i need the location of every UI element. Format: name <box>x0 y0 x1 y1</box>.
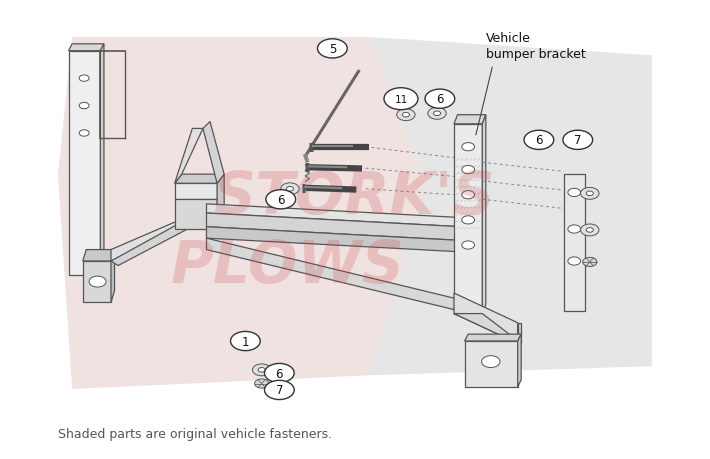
Polygon shape <box>111 209 214 266</box>
Circle shape <box>266 190 295 209</box>
Circle shape <box>568 225 581 234</box>
Polygon shape <box>482 116 486 314</box>
Circle shape <box>462 166 474 174</box>
Text: 6: 6 <box>277 193 285 207</box>
Polygon shape <box>207 204 461 227</box>
Circle shape <box>428 108 446 120</box>
Circle shape <box>80 76 89 82</box>
Polygon shape <box>454 116 486 124</box>
Circle shape <box>563 131 593 150</box>
Polygon shape <box>100 45 104 275</box>
Polygon shape <box>83 250 114 262</box>
Polygon shape <box>454 124 482 314</box>
Circle shape <box>524 131 554 150</box>
Circle shape <box>80 103 89 110</box>
Circle shape <box>581 224 599 236</box>
Text: 11: 11 <box>394 95 408 105</box>
Circle shape <box>462 143 474 151</box>
Circle shape <box>425 90 454 109</box>
Circle shape <box>586 228 594 233</box>
Circle shape <box>317 40 347 59</box>
Circle shape <box>581 188 599 200</box>
Text: 6: 6 <box>275 367 283 380</box>
Polygon shape <box>69 51 100 275</box>
Polygon shape <box>83 262 111 302</box>
Circle shape <box>255 379 268 388</box>
Circle shape <box>434 112 441 116</box>
Circle shape <box>462 241 474 250</box>
Circle shape <box>89 276 106 287</box>
Polygon shape <box>58 38 426 389</box>
Polygon shape <box>369 38 652 375</box>
Polygon shape <box>175 184 217 200</box>
Polygon shape <box>175 129 203 184</box>
Text: Vehicle
bumper bracket: Vehicle bumper bracket <box>486 32 586 61</box>
Polygon shape <box>111 209 207 262</box>
Polygon shape <box>454 293 518 343</box>
Polygon shape <box>454 314 521 343</box>
Polygon shape <box>518 335 521 387</box>
Text: 7: 7 <box>275 384 283 397</box>
Text: 6: 6 <box>535 134 542 147</box>
Polygon shape <box>203 122 224 184</box>
Text: PLOWS: PLOWS <box>171 238 405 294</box>
Circle shape <box>231 332 261 351</box>
Polygon shape <box>217 175 224 230</box>
Circle shape <box>397 110 415 121</box>
Polygon shape <box>207 227 461 252</box>
Text: 7: 7 <box>574 134 581 147</box>
Text: 1: 1 <box>241 335 249 348</box>
Polygon shape <box>111 250 114 302</box>
Polygon shape <box>69 45 104 51</box>
Circle shape <box>583 258 597 267</box>
Polygon shape <box>207 239 461 312</box>
Circle shape <box>280 184 299 195</box>
Circle shape <box>462 191 474 199</box>
Polygon shape <box>518 323 521 343</box>
Circle shape <box>286 187 293 192</box>
Polygon shape <box>464 335 521 341</box>
Circle shape <box>568 257 581 266</box>
Circle shape <box>265 364 294 383</box>
Circle shape <box>80 130 89 137</box>
Circle shape <box>253 364 271 376</box>
Polygon shape <box>175 175 224 184</box>
Polygon shape <box>175 200 217 230</box>
Polygon shape <box>207 213 461 241</box>
Circle shape <box>384 89 418 111</box>
Circle shape <box>481 356 500 368</box>
Circle shape <box>462 216 474 224</box>
Polygon shape <box>464 341 518 387</box>
Circle shape <box>586 192 594 196</box>
Circle shape <box>403 113 410 118</box>
Text: 5: 5 <box>329 43 336 56</box>
Circle shape <box>568 189 581 197</box>
Text: 6: 6 <box>436 93 444 106</box>
Text: Shaded parts are original vehicle fasteners.: Shaded parts are original vehicle fasten… <box>58 427 332 440</box>
Circle shape <box>258 368 265 372</box>
Polygon shape <box>564 175 585 312</box>
Text: STORK'S: STORK'S <box>214 169 495 226</box>
Circle shape <box>265 381 294 400</box>
